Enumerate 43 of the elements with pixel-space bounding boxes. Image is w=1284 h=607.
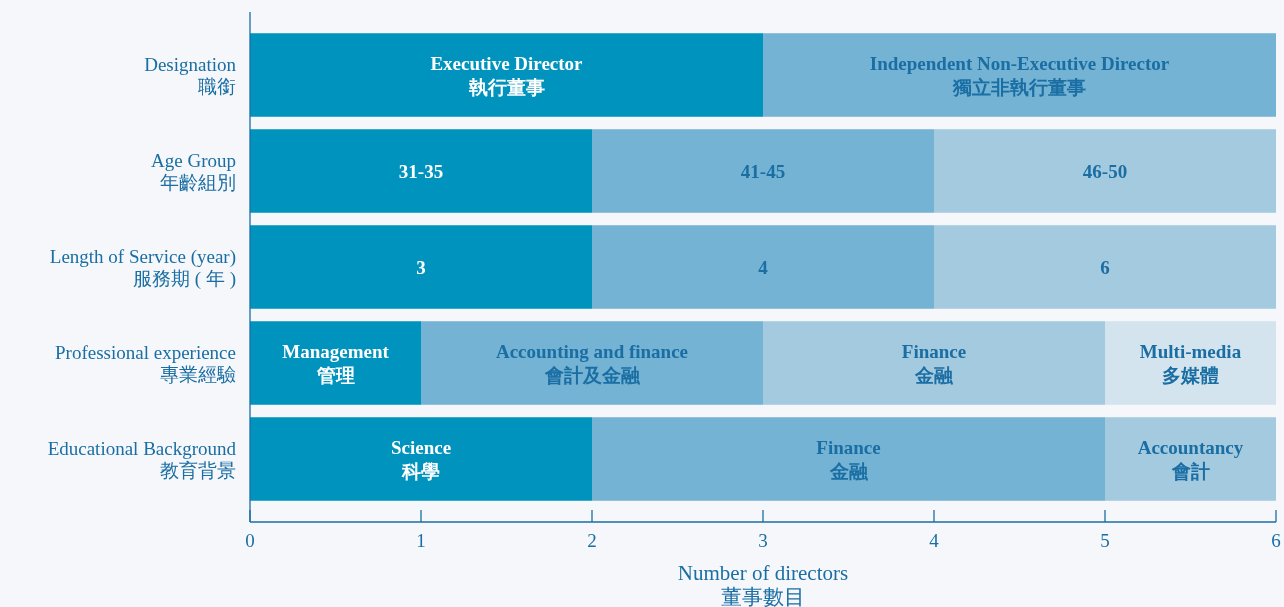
y-tick-label: Educational Background 教育背景 xyxy=(47,437,237,481)
bar xyxy=(934,225,1276,309)
annotation: 4 xyxy=(758,256,769,278)
y-tick-label: Designation 職銜 xyxy=(144,53,237,97)
data-label: 41-45 xyxy=(740,160,786,182)
data-label: Finance 金融 xyxy=(816,436,881,482)
bar xyxy=(250,417,592,501)
bar xyxy=(250,225,592,309)
x-tick-label: 5 xyxy=(1100,529,1110,551)
x-tick-label: 1 xyxy=(416,529,426,551)
bar xyxy=(592,225,934,309)
x-tick-label: 0 xyxy=(245,529,255,551)
data-label: Accountancy 會計 xyxy=(1137,436,1244,482)
bar xyxy=(250,33,763,117)
data-label: Multi-media 多媒體 xyxy=(1139,340,1242,386)
x-tick-label: 6 xyxy=(1271,529,1281,551)
x-tick-label: 4 xyxy=(929,529,940,551)
bar xyxy=(1105,321,1276,405)
y-tick-label: Age Group 年齡組別 xyxy=(151,149,236,193)
data-label: Management 管理 xyxy=(282,340,390,386)
x-axis-title: Number of directors 董事數目 xyxy=(677,561,849,607)
bar xyxy=(763,321,1105,405)
bar xyxy=(934,129,1276,213)
bar xyxy=(250,129,592,213)
annotation: 3 xyxy=(416,256,426,278)
bar xyxy=(763,33,1276,117)
bar xyxy=(1105,417,1276,501)
x-tick-label: 2 xyxy=(587,529,597,551)
data-label: 46-50 xyxy=(1082,160,1128,182)
y-tick-label: Professional experience 專業經驗 xyxy=(55,341,236,385)
y-tick-label: Length of Service (year) 服務期 ( 年 ) xyxy=(49,245,236,290)
bar xyxy=(592,129,934,213)
data-label: Independent Non-Executive Director 獨立非執行董事 xyxy=(869,52,1170,98)
annotation: 6 xyxy=(1100,256,1110,278)
data-label: Accounting and finance 會計及金融 xyxy=(495,340,689,386)
data-label: 31-35 xyxy=(398,160,444,182)
x-tick-label: 3 xyxy=(758,529,768,551)
data-label: Executive Director 執行董事 xyxy=(430,52,584,98)
data-label: Finance 金融 xyxy=(901,340,967,386)
bar xyxy=(421,321,763,405)
bar xyxy=(592,417,1105,501)
data-label: Science 科學 xyxy=(390,436,452,482)
bar xyxy=(250,321,421,405)
